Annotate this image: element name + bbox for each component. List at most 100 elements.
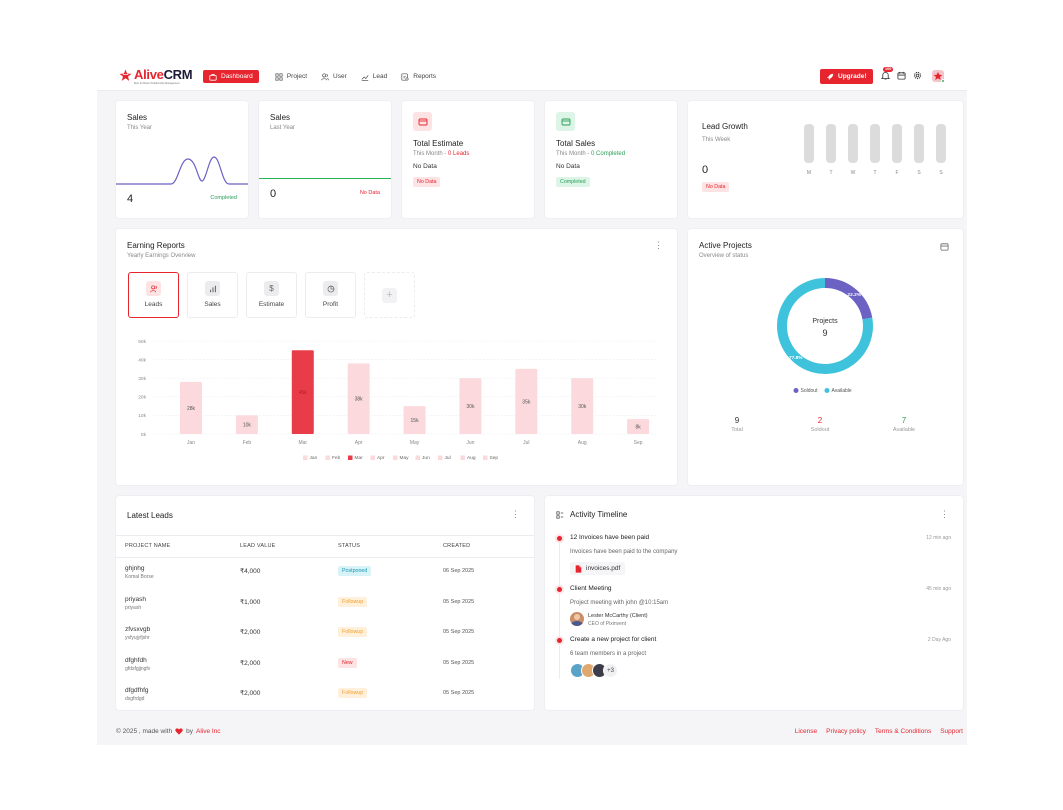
tab-estimate[interactable]: $ Estimate: [246, 272, 297, 318]
created-date: 05 Sep 2025: [443, 629, 475, 635]
legend-label[interactable]: Jun: [422, 455, 430, 461]
table-row[interactable]: zfvsxvgb ysfyujyfjshr ₹2,000 Followup 05 Sep…: [116, 625, 534, 649]
tab-label: Sales: [204, 301, 221, 308]
timeline-title: Create a new project for client: [570, 636, 657, 643]
user-avatar[interactable]: [932, 70, 945, 83]
more-options-icon[interactable]: ⋮: [511, 509, 520, 519]
tab-leads[interactable]: Leads: [128, 272, 179, 318]
upgrade-button[interactable]: Upgrade!: [820, 69, 873, 84]
grid-icon: [275, 72, 283, 81]
day-bar: [804, 124, 814, 163]
status-badge: New: [338, 657, 357, 668]
earning-tabs: Leads Sales $ Estimate Profit +: [128, 272, 423, 318]
add-tab-button[interactable]: +: [364, 272, 415, 318]
nav-user[interactable]: User: [321, 70, 347, 83]
nav-reports[interactable]: Reports: [401, 70, 436, 83]
client-avatar[interactable]: [570, 612, 584, 626]
column-header[interactable]: STATUS: [338, 543, 361, 549]
status-badge: No Data: [413, 177, 441, 187]
calendar-button[interactable]: [897, 71, 908, 82]
nav-lead[interactable]: Lead: [361, 70, 387, 83]
legend-label[interactable]: Feb: [332, 455, 341, 461]
bar-sep[interactable]: [627, 419, 650, 434]
day-label: W: [850, 170, 856, 176]
column-header[interactable]: PROJECT NAME: [125, 543, 171, 549]
card-subtitle: This Month - 0 Completed: [556, 151, 626, 157]
bar-aug[interactable]: [571, 378, 594, 434]
bar-jun[interactable]: [459, 378, 482, 434]
legend-label[interactable]: Jul: [445, 455, 451, 461]
legend-swatch: [793, 388, 799, 393]
footer-link-privacy[interactable]: Privacy policy: [826, 728, 866, 735]
timeline-dot: [557, 587, 562, 592]
slice-label: 77.8%: [789, 355, 803, 361]
nav-project[interactable]: Project: [275, 70, 307, 83]
legend-label[interactable]: Available: [832, 388, 852, 394]
legend-label[interactable]: Apr: [377, 455, 385, 461]
sales-last-year-card: Sales Last Year 0 No Data: [259, 101, 391, 218]
donut-slice-soldout[interactable]: [824, 278, 873, 320]
notifications-button[interactable]: 100: [880, 66, 894, 82]
column-header[interactable]: LEAD VALUE: [240, 543, 276, 549]
bar-feb[interactable]: [235, 415, 258, 434]
legend-label[interactable]: Aug: [467, 455, 476, 461]
file-name: invoices.pdf: [586, 565, 621, 572]
day-label: F: [895, 170, 899, 176]
flat-trend-line: [259, 178, 391, 180]
tab-sales[interactable]: Sales: [187, 272, 238, 318]
legend-label[interactable]: May: [400, 455, 410, 461]
table-row[interactable]: dfghfdh gfdsfgjjngfv ₹2,000 New 05 Sep 2025: [116, 656, 534, 680]
day-bar: [914, 124, 924, 163]
divider: [116, 535, 534, 536]
table-row[interactable]: priyash priyash ₹1,000 Followup 05 Sep 2025: [116, 595, 534, 619]
footer-link-terms[interactable]: Terms & Conditions: [874, 728, 932, 735]
day-bar: [848, 124, 858, 163]
bar-mar[interactable]: [291, 350, 314, 434]
sales-sparkline: [116, 156, 248, 185]
more-options-icon[interactable]: ⋮: [654, 240, 663, 250]
sales-value: 4: [127, 193, 134, 205]
legend-label[interactable]: Jan: [310, 455, 318, 461]
footer-link-support[interactable]: Support: [940, 728, 963, 735]
legend-swatch: [415, 455, 420, 460]
nav-dashboard[interactable]: Dashboard: [203, 70, 259, 83]
credit-card-icon: [418, 118, 427, 125]
table-row[interactable]: ghjnhg Komal Borse ₹4,000 Postponed 06 Sep 2…: [116, 564, 534, 588]
logo[interactable]: AliveCRM Best for Better Relationship Ma…: [119, 68, 193, 85]
card-subtitle: Last Year: [270, 125, 296, 131]
settings-button[interactable]: [913, 71, 924, 82]
calendar-icon[interactable]: [940, 242, 949, 251]
bar-apr[interactable]: [347, 363, 370, 434]
team-avatars[interactable]: +3: [570, 663, 618, 678]
card-title: Active Projects: [699, 241, 752, 250]
users-icon: [321, 72, 329, 80]
bar-jul[interactable]: [515, 368, 538, 434]
footer-link-license[interactable]: License: [794, 728, 818, 735]
x-tick-label: May: [410, 440, 420, 446]
slice-label: 22.2%: [847, 292, 861, 298]
card-subtitle: This Week: [702, 137, 731, 143]
donut-slice-available[interactable]: [777, 278, 873, 374]
client-role: CEO of Pixinvent: [588, 621, 627, 627]
legend-label[interactable]: Soldout: [801, 388, 819, 394]
bell-icon: [880, 71, 891, 80]
invoice-file-chip[interactable]: invoices.pdf: [570, 562, 626, 575]
data-label: 10k: [243, 423, 252, 429]
stat-available: 7 Available: [879, 416, 929, 433]
data-label: 30k: [578, 404, 587, 410]
legend-swatch: [325, 455, 330, 460]
bar-jan[interactable]: [180, 381, 202, 434]
bar-may[interactable]: [403, 406, 426, 434]
tab-profit[interactable]: Profit: [305, 272, 356, 318]
company-link[interactable]: Alive Inc: [195, 728, 221, 735]
top-navbar: AliveCRM Best for Better Relationship Ma…: [97, 60, 967, 91]
stat-soldout: 2 Soldout: [795, 416, 845, 433]
y-tick-label: 50k: [138, 339, 146, 345]
column-header[interactable]: CREATED: [443, 543, 471, 549]
more-options-icon[interactable]: ⋮: [940, 509, 949, 519]
legend-label[interactable]: Mar: [355, 455, 364, 461]
table-row[interactable]: dfgdfhfg dsgfrdgd ₹2,000 Followup 05 Sep 202…: [116, 686, 534, 710]
legend-label[interactable]: Sep: [490, 455, 499, 461]
legend-swatch: [483, 455, 488, 460]
card-subtitle: This Year: [127, 125, 153, 131]
